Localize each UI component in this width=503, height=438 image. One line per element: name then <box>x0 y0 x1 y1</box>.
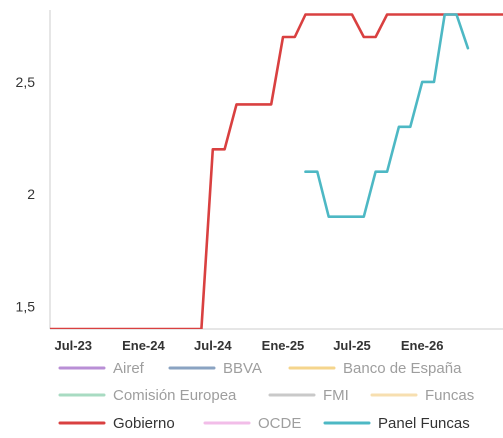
legend-label: Panel Funcas <box>378 415 470 432</box>
legend: Airef BBVA Banco de España Comisión Europea… <box>58 360 474 432</box>
series-line-panel-funcas[interactable] <box>304 13 470 218</box>
x-axis: Jul-23 Ene-24 Jul-24 Ene-25 Jul-25 Ene-26 <box>54 338 443 353</box>
y-axis: 1,5 2 2,5 <box>16 74 36 315</box>
legend-item-fmi[interactable]: FMI <box>268 387 349 404</box>
y-tick-label: 1,5 <box>16 299 36 315</box>
legend-item-comisin-europea[interactable]: Comisión Europea <box>58 387 237 404</box>
legend-label: Funcas <box>425 387 474 404</box>
legend-label: Gobierno <box>113 415 175 432</box>
legend-label: FMI <box>323 387 349 404</box>
y-tick-label: 2,5 <box>16 74 36 90</box>
legend-item-funcas[interactable]: Funcas <box>370 387 474 404</box>
legend-item-banco-de-españa[interactable]: Banco de España <box>288 360 462 377</box>
legend-label: BBVA <box>223 360 262 377</box>
y-tick-label: 2 <box>27 186 35 202</box>
x-tick-label: Ene-25 <box>262 338 305 353</box>
legend-label: OCDE <box>258 415 301 432</box>
legend-label: Airef <box>113 360 145 377</box>
legend-item-gobierno[interactable]: Gobierno <box>58 415 175 432</box>
series-line-gobierno[interactable] <box>50 13 503 330</box>
x-tick-label: Ene-26 <box>401 338 444 353</box>
x-tick-label: Ene-24 <box>122 338 165 353</box>
legend-item-bbva[interactable]: BBVA <box>168 360 262 377</box>
series-layer <box>50 13 503 330</box>
legend-item-airef[interactable]: Airef <box>58 360 145 377</box>
x-tick-label: Jul-24 <box>194 338 232 353</box>
legend-label: Banco de España <box>343 360 462 377</box>
legend-item-panel-funcas[interactable]: Panel Funcas <box>323 415 470 432</box>
legend-label: Comisión Europea <box>113 387 237 404</box>
legend-item-ocde[interactable]: OCDE <box>203 415 301 432</box>
x-tick-label: Jul-23 <box>54 338 92 353</box>
x-tick-label: Jul-25 <box>333 338 371 353</box>
